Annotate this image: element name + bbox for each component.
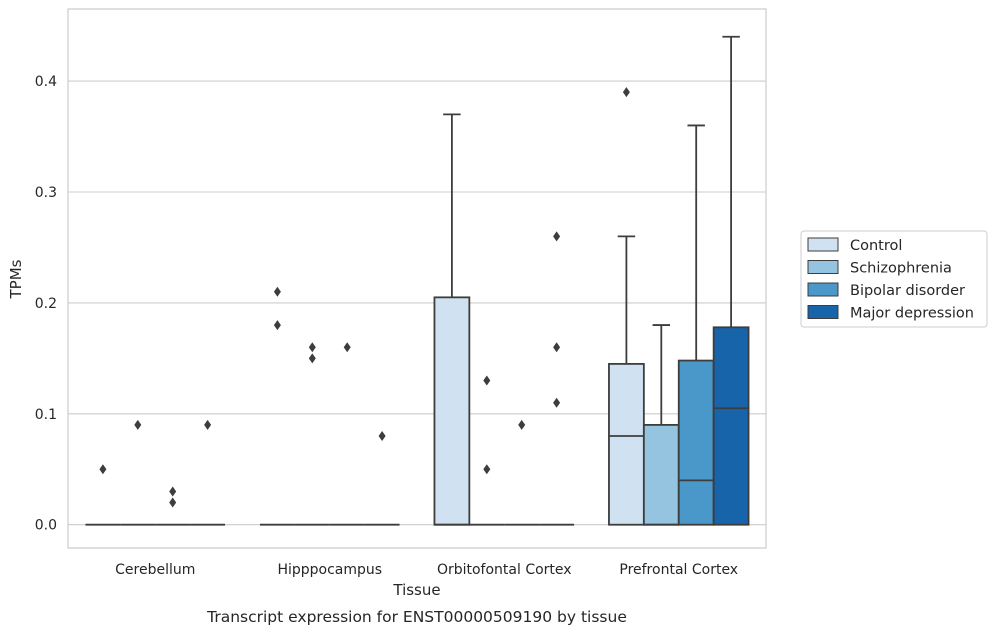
outlier-point xyxy=(204,419,212,430)
outlier-point xyxy=(308,342,316,353)
outlier-point xyxy=(169,486,177,497)
outlier-point xyxy=(273,286,281,297)
y-axis-title: TPMs xyxy=(7,259,25,299)
outlier-point xyxy=(99,464,107,475)
outlier-point xyxy=(378,430,386,441)
y-tick-label: 0.4 xyxy=(35,74,57,90)
box-group xyxy=(677,124,715,526)
legend-label: Major depression xyxy=(850,306,974,322)
y-tick-labels: 0.0 0.1 0.2 0.3 0.4 xyxy=(35,74,57,534)
outlier-point xyxy=(553,397,561,408)
x-tick-label: Orbitofontal Cortex xyxy=(437,562,572,578)
legend-label: Bipolar disorder xyxy=(850,283,965,299)
y-tick-label: 0.1 xyxy=(35,407,57,423)
legend-label: Schizophrenia xyxy=(850,261,952,277)
outlier-point xyxy=(483,375,491,386)
outlier-point xyxy=(518,419,526,430)
box-group xyxy=(712,35,750,526)
x-tick-label: Hipppocampus xyxy=(277,562,382,578)
x-tick-labels: Cerebellum Hipppocampus Orbitofontal Corte… xyxy=(115,562,738,578)
outlier-point xyxy=(169,497,177,508)
x-axis-title: Tissue xyxy=(392,581,440,599)
legend-swatch xyxy=(807,237,839,252)
outlier-point xyxy=(134,419,142,430)
box-body xyxy=(642,423,680,526)
legend-swatch xyxy=(807,260,839,274)
outlier-point xyxy=(483,464,491,475)
box-group xyxy=(642,324,680,526)
legend-swatch xyxy=(807,282,839,297)
x-tick-label: Prefrontal Cortex xyxy=(619,562,738,578)
legend-swatch xyxy=(807,305,839,319)
outlier-point xyxy=(553,342,561,353)
plot-frame xyxy=(67,8,767,549)
outlier-point xyxy=(343,342,351,353)
box-group xyxy=(608,235,645,526)
legend-label: Control xyxy=(850,238,902,254)
y-tick-label: 0.0 xyxy=(35,518,57,534)
x-tick-label: Cerebellum xyxy=(115,562,195,578)
box-body xyxy=(677,359,715,526)
chart-caption: Transcript expression for ENST0000050919… xyxy=(206,608,627,626)
box-body xyxy=(433,296,471,526)
outlier-point xyxy=(622,87,630,98)
box-body xyxy=(712,326,750,526)
outlier-point xyxy=(553,231,561,242)
legend-frame xyxy=(800,230,988,328)
box-body xyxy=(608,362,645,526)
y-tick-label: 0.2 xyxy=(35,296,57,312)
box-group xyxy=(433,113,471,526)
outlier-points xyxy=(99,87,630,508)
outlier-point xyxy=(308,353,316,364)
boxes xyxy=(85,35,750,526)
legend: Control Schizophrenia Bipolar disorder Majo… xyxy=(800,230,988,328)
y-tick-label: 0.3 xyxy=(35,185,57,201)
outlier-point xyxy=(273,320,281,331)
